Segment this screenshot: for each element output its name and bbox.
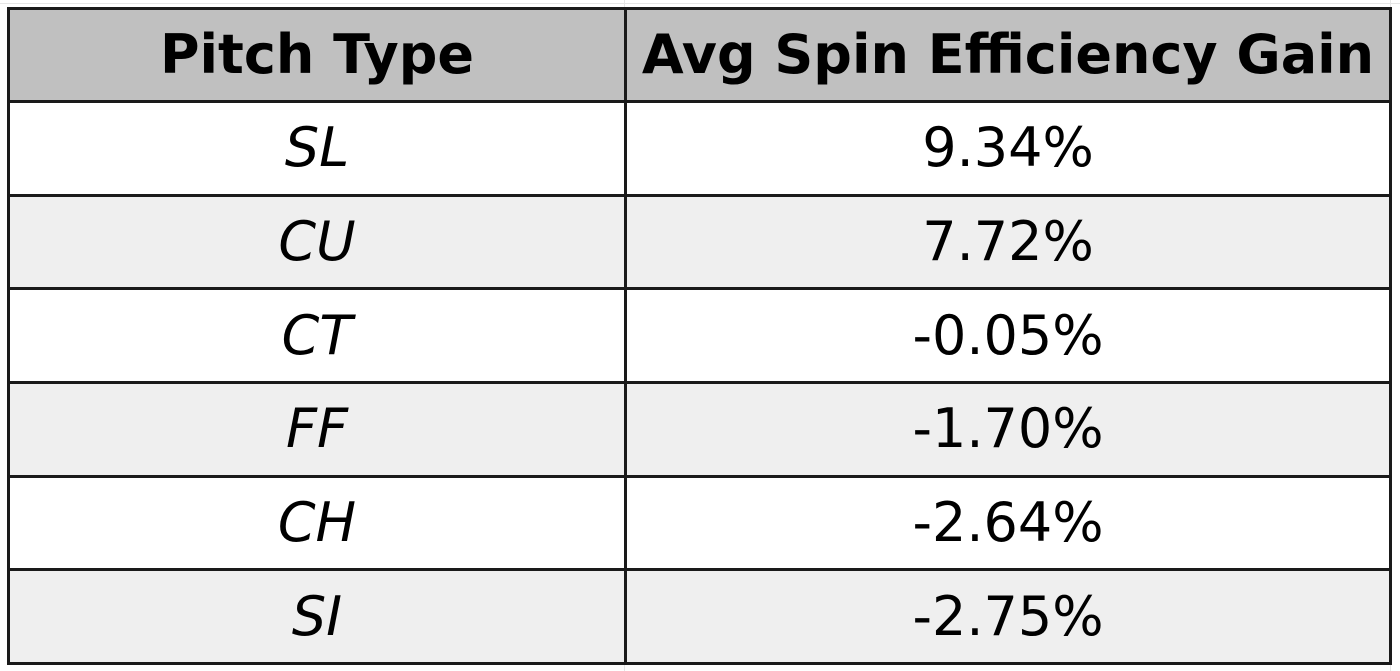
table-row: CH -2.64% xyxy=(7,474,1392,572)
pitch-type-cell[interactable]: FF xyxy=(7,380,627,478)
header-avg-spin-efficiency-gain[interactable]: Avg Spin Efficiency Gain xyxy=(624,7,1392,103)
pitch-type-cell[interactable]: SI xyxy=(7,568,627,665)
pitch-type-cell[interactable]: CU xyxy=(7,193,627,291)
pitch-spin-table-container: Pitch Type Avg Spin Efficiency Gain SL 9… xyxy=(7,7,1392,665)
table-header-row: Pitch Type Avg Spin Efficiency Gain xyxy=(7,7,1392,103)
pitch-spin-table: Pitch Type Avg Spin Efficiency Gain SL 9… xyxy=(7,7,1392,665)
pitch-type-cell[interactable]: SL xyxy=(7,100,627,197)
sheet-gridline xyxy=(1390,0,1391,671)
table-row: CU 7.72% xyxy=(7,193,1392,291)
pitch-type-cell[interactable]: CH xyxy=(7,474,627,572)
table-row: FF -1.70% xyxy=(7,380,1392,478)
spin-gain-cell[interactable]: -0.05% xyxy=(624,287,1392,384)
spin-gain-cell[interactable]: -2.64% xyxy=(624,474,1392,572)
sheet-gridline xyxy=(0,3,1400,4)
table-row: SI -2.75% xyxy=(7,568,1392,665)
spin-gain-cell[interactable]: -1.70% xyxy=(624,380,1392,478)
spin-gain-cell[interactable]: 7.72% xyxy=(624,193,1392,291)
table-row: SL 9.34% xyxy=(7,100,1392,197)
header-pitch-type[interactable]: Pitch Type xyxy=(7,7,627,103)
table-row: CT -0.05% xyxy=(7,287,1392,384)
spin-gain-cell[interactable]: -2.75% xyxy=(624,568,1392,665)
pitch-type-cell[interactable]: CT xyxy=(7,287,627,384)
spin-gain-cell[interactable]: 9.34% xyxy=(624,100,1392,197)
